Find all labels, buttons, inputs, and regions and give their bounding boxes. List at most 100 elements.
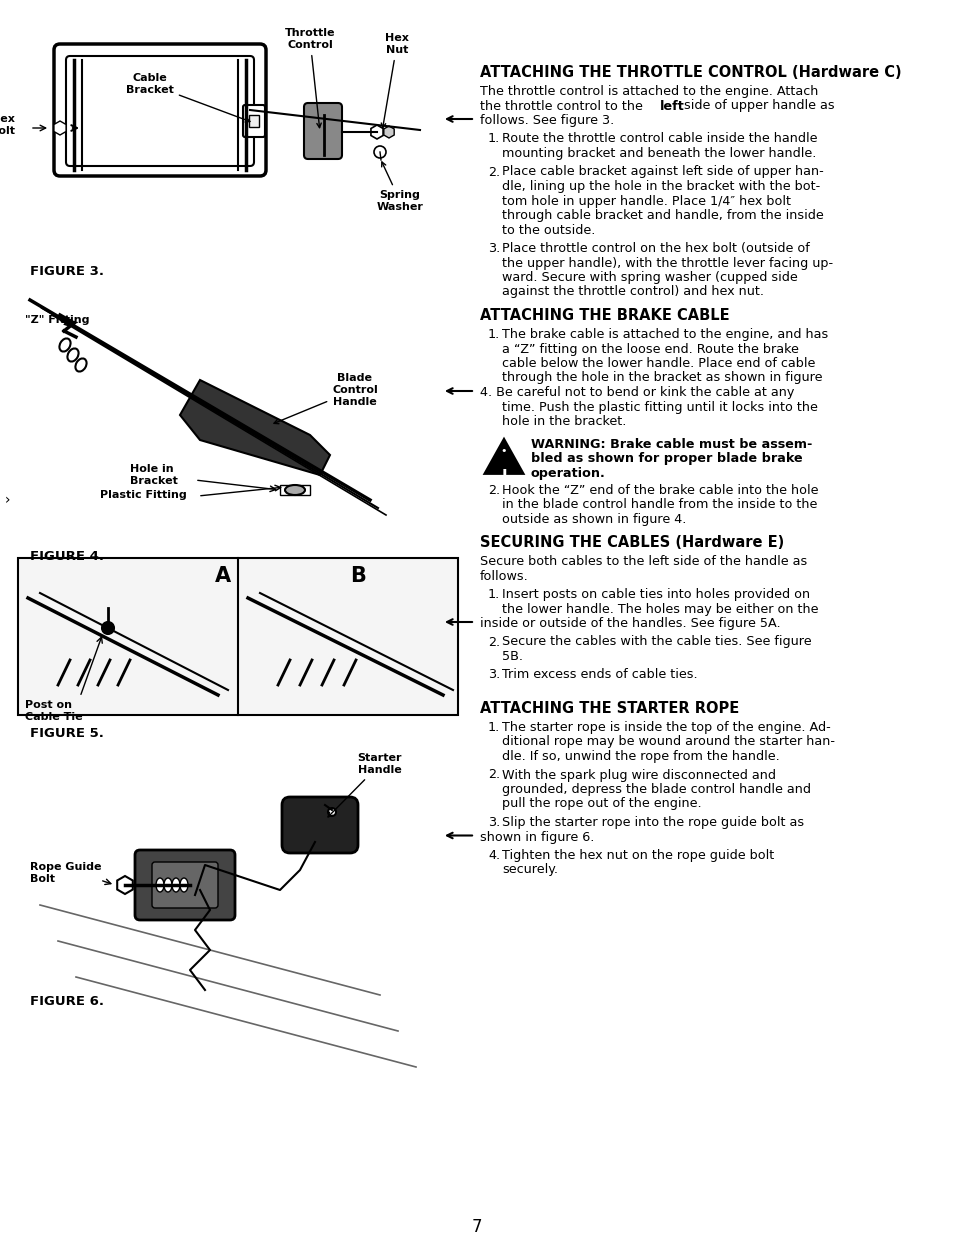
- Text: SECURING THE CABLES (Hardware E): SECURING THE CABLES (Hardware E): [479, 535, 783, 549]
- Ellipse shape: [172, 878, 180, 892]
- Text: 2.: 2.: [488, 635, 499, 648]
- Text: Hook the “Z” end of the brake cable into the hole: Hook the “Z” end of the brake cable into…: [501, 483, 818, 496]
- Text: Hole in
Bracket: Hole in Bracket: [130, 465, 177, 486]
- Text: FIGURE 3.: FIGURE 3.: [30, 265, 104, 278]
- Text: inside or outside of the handles. See figure 5A.: inside or outside of the handles. See fi…: [479, 617, 780, 630]
- Bar: [18, 558, 457, 715]
- Text: side of upper handle as: side of upper handle as: [679, 100, 834, 112]
- Text: to the outside.: to the outside.: [501, 223, 595, 237]
- Ellipse shape: [164, 878, 172, 892]
- Text: FIGURE 6.: FIGURE 6.: [30, 996, 104, 1008]
- Text: through cable bracket and handle, from the inside: through cable bracket and handle, from t…: [501, 209, 822, 222]
- Text: pull the rope out of the engine.: pull the rope out of the engine.: [501, 797, 700, 810]
- Text: Throttle
Control: Throttle Control: [284, 29, 335, 127]
- Text: Spring
Washer: Spring Washer: [376, 162, 423, 212]
- Text: cable below the lower handle. Place end of cable: cable below the lower handle. Place end …: [501, 358, 815, 370]
- Text: The brake cable is attached to the engine, and has: The brake cable is attached to the engin…: [501, 328, 827, 341]
- Text: against the throttle control) and hex nut.: against the throttle control) and hex nu…: [501, 285, 763, 299]
- Polygon shape: [180, 380, 330, 475]
- Text: follows.: follows.: [479, 569, 528, 582]
- Text: A: A: [214, 566, 231, 586]
- Text: mounting bracket and beneath the lower handle.: mounting bracket and beneath the lower h…: [501, 147, 816, 159]
- FancyBboxPatch shape: [304, 103, 341, 159]
- Text: Place throttle control on the hex bolt (outside of: Place throttle control on the hex bolt (…: [501, 242, 809, 255]
- Text: FIGURE 5.: FIGURE 5.: [30, 726, 104, 740]
- Text: Slip the starter rope into the rope guide bolt as: Slip the starter rope into the rope guid…: [501, 816, 803, 829]
- Bar: [280, 485, 310, 495]
- Text: 3.: 3.: [488, 816, 499, 829]
- Text: 1.: 1.: [488, 721, 499, 734]
- FancyBboxPatch shape: [152, 862, 218, 908]
- Text: a “Z” fitting on the loose end. Route the brake: a “Z” fitting on the loose end. Route th…: [501, 343, 798, 355]
- Text: time. Push the plastic fitting until it locks into the: time. Push the plastic fitting until it …: [501, 400, 817, 414]
- Ellipse shape: [156, 878, 164, 892]
- Text: Plastic Fitting: Plastic Fitting: [100, 490, 187, 500]
- FancyBboxPatch shape: [54, 44, 266, 176]
- Ellipse shape: [180, 878, 188, 892]
- Text: ATTACHING THE BRAKE CABLE: ATTACHING THE BRAKE CABLE: [479, 308, 729, 323]
- Ellipse shape: [68, 349, 78, 361]
- Text: Route the throttle control cable inside the handle: Route the throttle control cable inside …: [501, 132, 817, 146]
- Text: 2.: 2.: [488, 483, 499, 496]
- Text: the lower handle. The holes may be either on the: the lower handle. The holes may be eithe…: [501, 603, 818, 616]
- Text: FIGURE 4.: FIGURE 4.: [30, 549, 104, 563]
- Text: Rope Guide
Bolt: Rope Guide Bolt: [30, 862, 101, 883]
- Text: Insert posts on cable ties into holes provided on: Insert posts on cable ties into holes pr…: [501, 588, 809, 601]
- Text: dle. If so, unwind the rope from the handle.: dle. If so, unwind the rope from the han…: [501, 750, 779, 763]
- Text: !: !: [499, 467, 507, 486]
- Text: •: •: [500, 446, 507, 456]
- Text: ditional rope may be wound around the starter han-: ditional rope may be wound around the st…: [501, 735, 834, 749]
- Ellipse shape: [285, 485, 305, 495]
- Text: WARNING: Brake cable must be assem-: WARNING: Brake cable must be assem-: [531, 437, 812, 451]
- Ellipse shape: [59, 339, 71, 351]
- Text: Secure the cables with the cable ties. See figure: Secure the cables with the cable ties. S…: [501, 635, 811, 648]
- Text: 4.: 4.: [488, 849, 499, 862]
- Text: 1.: 1.: [488, 328, 499, 341]
- Text: ATTACHING THE THROTTLE CONTROL (Hardware C): ATTACHING THE THROTTLE CONTROL (Hardware…: [479, 65, 901, 80]
- Text: Hex
Bolt: Hex Bolt: [0, 115, 15, 136]
- Circle shape: [374, 146, 386, 158]
- Text: grounded, depress the blade control handle and: grounded, depress the blade control hand…: [501, 782, 810, 796]
- Text: securely.: securely.: [501, 863, 558, 876]
- Text: Tighten the hex nut on the rope guide bolt: Tighten the hex nut on the rope guide bo…: [501, 849, 774, 862]
- Text: Blade
Control
Handle: Blade Control Handle: [274, 374, 377, 424]
- FancyBboxPatch shape: [135, 850, 234, 920]
- Text: Place cable bracket against left side of upper han-: Place cable bracket against left side of…: [501, 166, 822, 178]
- Text: the upper handle), with the throttle lever facing up-: the upper handle), with the throttle lev…: [501, 257, 832, 269]
- Text: 3.: 3.: [488, 669, 499, 682]
- Text: outside as shown in figure 4.: outside as shown in figure 4.: [501, 512, 685, 526]
- Text: 2.: 2.: [488, 769, 499, 781]
- Text: 3.: 3.: [488, 242, 499, 255]
- Text: 2.: 2.: [488, 166, 499, 178]
- Text: dle, lining up the hole in the bracket with the bot-: dle, lining up the hole in the bracket w…: [501, 179, 820, 193]
- Text: in the blade control handle from the inside to the: in the blade control handle from the ins…: [501, 498, 817, 511]
- FancyBboxPatch shape: [282, 797, 357, 854]
- Text: Secure both cables to the left side of the handle as: Secure both cables to the left side of t…: [479, 554, 806, 568]
- Text: ward. Secure with spring washer (cupped side: ward. Secure with spring washer (cupped …: [501, 270, 797, 284]
- Text: With the spark plug wire disconnected and: With the spark plug wire disconnected an…: [501, 769, 775, 781]
- Text: "Z" Fitting: "Z" Fitting: [25, 315, 90, 325]
- FancyBboxPatch shape: [66, 56, 253, 166]
- Text: The starter rope is inside the top of the engine. Ad-: The starter rope is inside the top of th…: [501, 721, 830, 734]
- Text: Starter
Handle: Starter Handle: [328, 754, 402, 817]
- Text: 7: 7: [471, 1219, 482, 1236]
- Text: 1.: 1.: [488, 132, 499, 146]
- Circle shape: [102, 622, 113, 634]
- Text: 1.: 1.: [488, 588, 499, 601]
- Text: Trim excess ends of cable ties.: Trim excess ends of cable ties.: [501, 669, 697, 682]
- Text: The throttle control is attached to the engine. Attach: The throttle control is attached to the …: [479, 85, 818, 98]
- Text: the throttle control to the: the throttle control to the: [479, 100, 646, 112]
- Text: Hex
Nut: Hex Nut: [381, 34, 409, 128]
- Text: 4. Be careful not to bend or kink the cable at any: 4. Be careful not to bend or kink the ca…: [479, 386, 794, 399]
- Text: Cable
Bracket: Cable Bracket: [126, 74, 250, 122]
- Text: operation.: operation.: [531, 466, 605, 480]
- FancyBboxPatch shape: [243, 105, 265, 137]
- Text: 5B.: 5B.: [501, 650, 522, 663]
- Text: through the hole in the bracket as shown in figure: through the hole in the bracket as shown…: [501, 371, 821, 385]
- Ellipse shape: [75, 359, 87, 371]
- Bar: [249, 115, 258, 127]
- Text: tom hole in upper handle. Place 1/4″ hex bolt: tom hole in upper handle. Place 1/4″ hex…: [501, 194, 790, 208]
- Text: Post on
Cable Tie: Post on Cable Tie: [25, 700, 83, 721]
- Text: ATTACHING THE STARTER ROPE: ATTACHING THE STARTER ROPE: [479, 701, 739, 716]
- Circle shape: [328, 807, 335, 816]
